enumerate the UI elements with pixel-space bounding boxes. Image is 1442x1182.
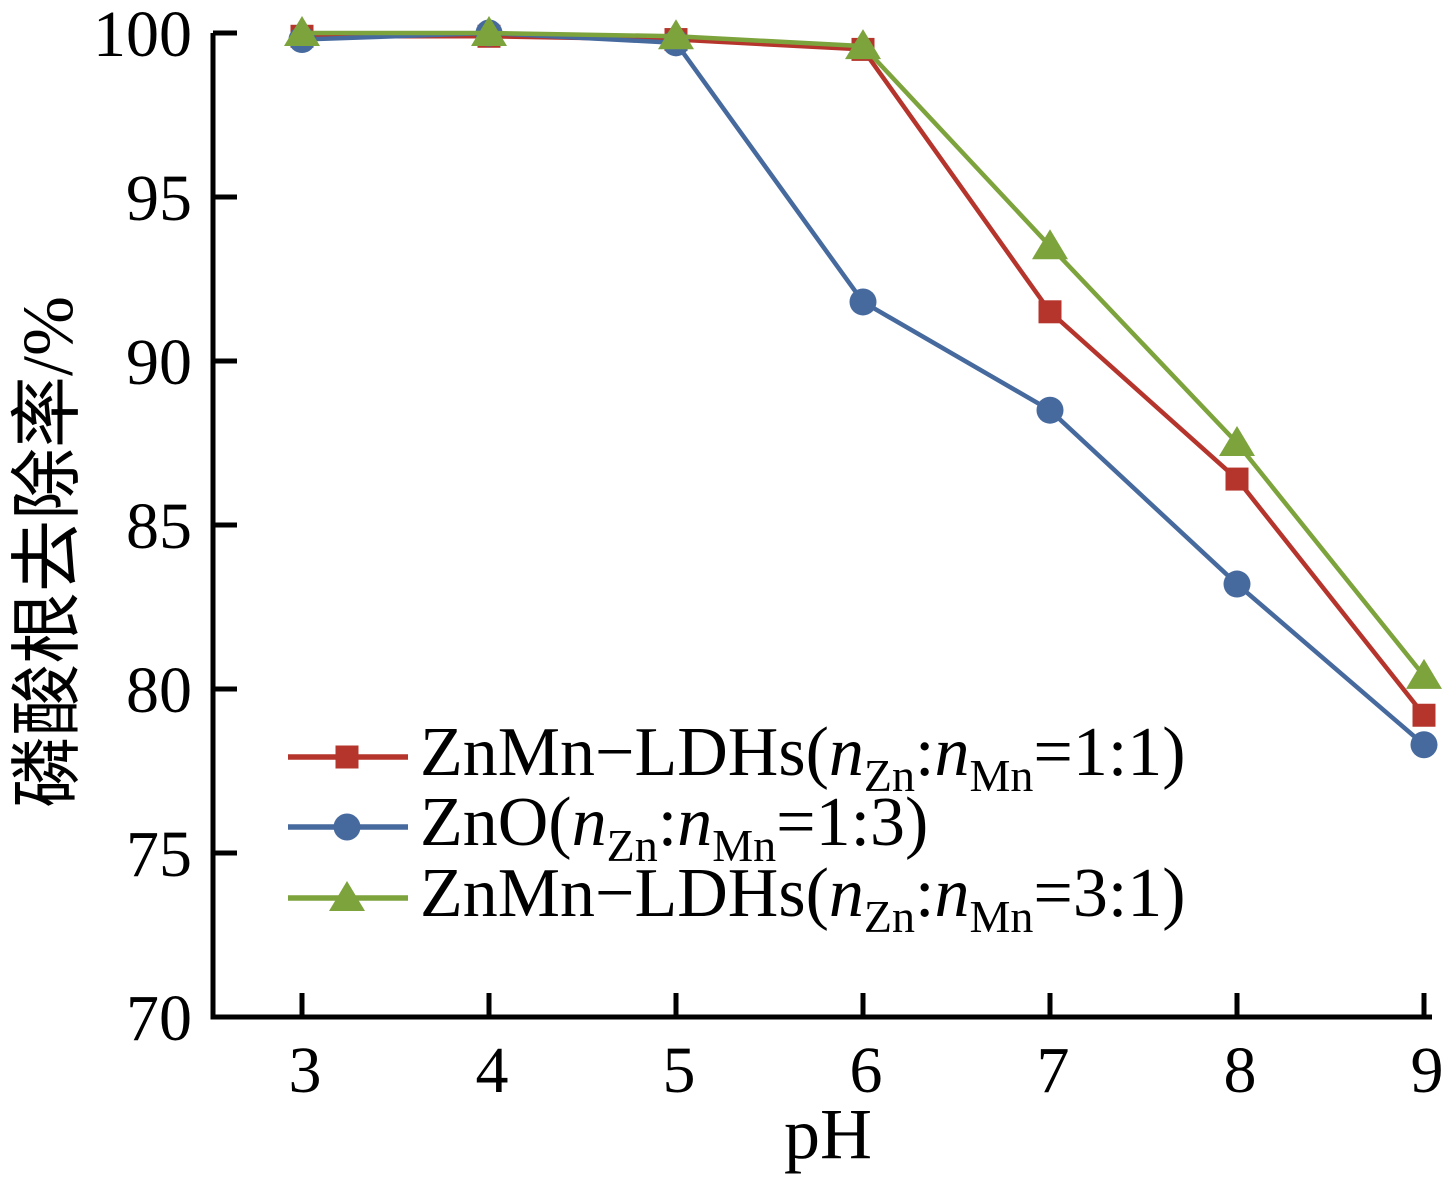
square-marker [1225,467,1249,491]
x-tick-label: 9 [1411,1034,1442,1107]
legend-entry-2: ZnMn−LDHs(nZn:nMn=3:1) [288,855,1186,942]
triangle-marker [1032,229,1068,260]
y-tick-label: 95 [126,162,192,235]
x-tick-label: 3 [289,1034,322,1107]
x-tick-label: 8 [1224,1034,1257,1107]
x-axis-title: pH [784,1094,872,1174]
x-tick-label: 6 [850,1034,883,1107]
x-tick-label: 7 [1037,1034,1070,1107]
legend-entry-1: ZnO(nZn:nMn=1:3) [288,784,928,871]
y-tick-label: 75 [126,818,192,891]
triangle-marker [1406,658,1442,689]
triangle-marker [1219,426,1255,456]
circle-marker [849,288,877,316]
series-2 [284,16,1442,689]
legend-label: ZnMn−LDHs(nZn:nMn=1:1) [420,714,1186,801]
y-tick-label: 85 [126,490,192,563]
circle-marker [1410,731,1438,759]
series-line-2 [302,30,1426,678]
triangle-marker [845,29,881,60]
legend-entry-0: ZnMn−LDHs(nZn:nMn=1:1) [288,714,1186,801]
triangle-marker [329,881,365,911]
x-tick-label: 5 [663,1034,696,1107]
triangle-marker [471,16,507,46]
square-marker [335,745,359,769]
circle-marker [333,813,361,841]
y-tick-label: 100 [93,0,192,71]
square-marker [1038,300,1062,324]
legend-label: ZnO(nZn:nMn=1:3) [420,784,928,871]
y-tick-label: 80 [126,654,192,727]
triangle-marker [658,19,694,50]
legend-label: ZnMn−LDHs(nZn:nMn=3:1) [420,855,1186,942]
square-marker [1412,703,1436,727]
circle-marker [1036,396,1064,424]
series-line-1 [301,30,1426,747]
series-1 [288,19,1438,759]
series-0 [290,24,1436,727]
triangle-marker [284,16,320,46]
y-tick-label: 70 [126,982,192,1055]
y-axis-title: 磷酸根去除率/% [8,296,88,808]
x-tick-label: 4 [476,1034,509,1107]
series-line-0 [302,34,1426,717]
circle-marker [1223,570,1251,598]
y-tick-label: 90 [126,326,192,399]
